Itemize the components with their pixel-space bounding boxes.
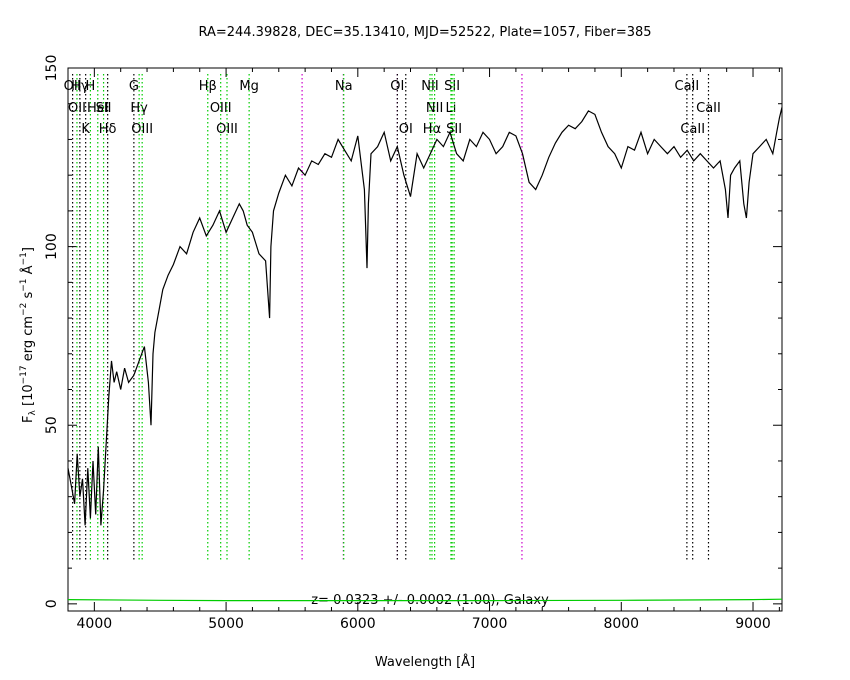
line-label: OII <box>68 101 86 116</box>
line-label: NII <box>426 101 443 116</box>
y-tick-label: 150 <box>44 55 60 82</box>
line-label: OI <box>390 79 404 94</box>
line-label: Hγ <box>71 79 89 94</box>
x-axis-label: Wavelength [Å] <box>375 654 475 670</box>
y-tick-label: 100 <box>44 233 60 260</box>
chart-title: RA=244.39828, DEC=35.13410, MJD=52522, P… <box>198 25 651 40</box>
error-series-line <box>67 598 783 602</box>
line-label: Mg <box>239 79 258 94</box>
line-label: Hβ <box>199 79 217 94</box>
line-label: OIII <box>216 122 238 137</box>
line-label: HeI <box>87 101 109 116</box>
line-label: CaII <box>680 122 705 137</box>
line-label: CaII <box>696 101 721 116</box>
line-label: K <box>81 122 90 137</box>
line-label: SII <box>96 101 112 116</box>
y-tick-label: 0 <box>44 599 60 608</box>
line-label: Hγ <box>130 101 148 116</box>
line-label: SII <box>444 79 460 94</box>
line-label: Hα <box>423 122 441 137</box>
x-tick-label: 7000 <box>472 616 508 632</box>
line-label: NII <box>421 79 438 94</box>
line-label: Li <box>446 101 457 116</box>
x-tick-label: 4000 <box>77 616 113 632</box>
y-axis-label: Fλ [10−17 erg cm−2 s−1 Å−1] <box>19 247 38 423</box>
x-tick-label: 9000 <box>735 616 771 632</box>
flux-series-line <box>67 107 783 526</box>
line-label: OIII <box>131 122 153 137</box>
plot-frame <box>67 67 783 612</box>
line-label: Na <box>335 79 353 94</box>
x-tick-label: 8000 <box>603 616 639 632</box>
line-label: OI <box>399 122 413 137</box>
line-label: Hδ <box>99 122 117 137</box>
line-label: G <box>129 79 139 94</box>
line-label: OIII <box>210 101 232 116</box>
x-tick-label: 5000 <box>208 616 244 632</box>
x-tick-label: 6000 <box>340 616 376 632</box>
y-tick-label: 50 <box>44 416 60 434</box>
line-label: H <box>86 79 96 94</box>
line-label: CaII <box>675 79 700 94</box>
